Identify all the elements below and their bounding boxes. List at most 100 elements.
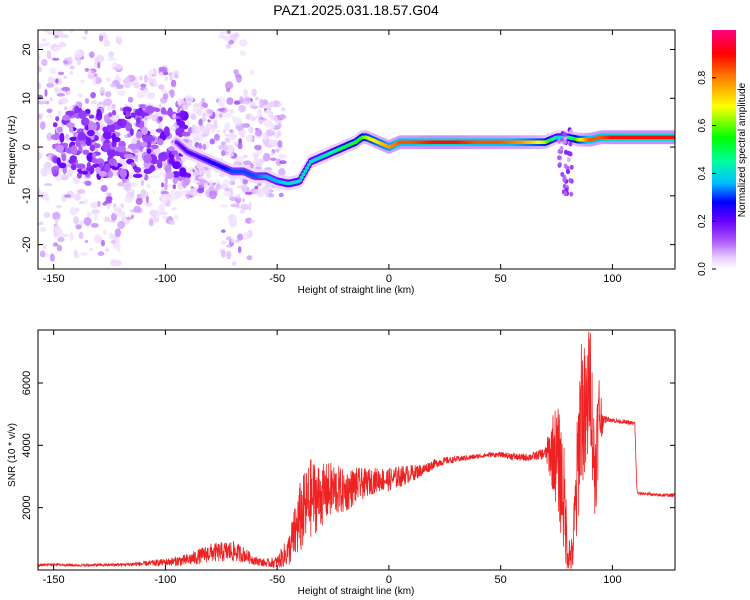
spectrogram-noise-blob [226,87,231,93]
spectrogram-cluster-blob [158,152,168,162]
spectrogram-noise-blob [274,100,281,105]
spectrogram-noise-blob [38,66,42,73]
spectrogram-smear [568,141,573,147]
spectrogram-noise-blob [277,153,287,160]
spectrogram-noise-blob [117,90,126,96]
spectrogram-noise-blob [230,134,238,139]
spectrogram-noise-blob [197,188,205,194]
spectrogram-noise-blob [143,120,148,129]
spectrogram-cluster-blob [107,149,117,158]
spectrogram-cluster-blob [91,157,98,164]
spectrogram-noise-blob [215,109,219,118]
spectrogram-cluster-blob [57,126,63,133]
spectrogram-cluster-blob [172,161,181,170]
spectrogram-noise-blob [199,106,205,110]
spectrogram-noise-blob [218,144,225,150]
spectrogram-noise-blob [127,96,134,103]
spectrogram-noise-blob [97,200,101,207]
y-tick-label: 4000 [21,433,33,457]
spectrogram-cluster-blob [168,158,175,164]
spectrogram-noise-blob [54,34,59,39]
spectrogram-noise-blob [64,194,72,198]
spectrogram-noise-blob [43,211,51,219]
spectrogram-noise-blob [44,100,50,105]
x-tick-label: -50 [269,273,285,285]
spectrogram-smear [557,138,561,144]
spectrogram-noise-blob [41,38,47,42]
spectrogram-noise-blob [83,198,89,205]
spectrogram-cluster-blob [143,154,152,164]
spectrogram-noise-blob [46,115,53,119]
spectrogram-noise-blob [113,242,121,251]
spectrogram-cluster-blob [179,167,187,178]
spectrogram-x-axis: -150 -100 -50 0 50 100 [43,30,622,285]
spectrogram-noise-blob [278,192,284,198]
spectrogram-noise-blob [140,83,147,88]
spectrogram-noise-blob [112,66,121,71]
spectrogram-noise-blob [185,94,194,104]
spectrogram-noise-blob [83,216,92,226]
spectrogram-cluster-blob [70,145,78,156]
spectrogram-noise-blob [198,164,205,174]
spectrogram-noise-blob [130,182,138,188]
spectrogram-noise-blob [111,212,117,221]
spectrogram-noise-blob [241,183,248,193]
spectrogram-cluster-blob [122,106,132,113]
spectrogram-cluster-blob [141,141,148,148]
x-tick-label: -100 [154,273,176,285]
spectrogram-noise-blob [265,129,273,137]
x-tick-label: 50 [495,574,507,586]
spectrogram-noise-blob [256,115,263,119]
spectrogram-cluster-blob [165,171,175,180]
y-tick-label: -20 [21,237,33,253]
spectrogram-noise-blob [57,71,65,76]
spectrogram-noise-blob [161,191,169,195]
spectrogram-cluster-blob [74,105,80,115]
spectrogram-noise-blob [279,160,287,165]
spectrogram-noise-blob [219,31,228,35]
spectrogram-smear [564,149,568,155]
spectrogram-smear [557,155,562,161]
spectrogram-cluster-blob [114,161,119,168]
spectrogram-cluster-blob [98,162,103,169]
spectrogram-cluster-blob [61,154,67,162]
spectrogram-noise-blob [255,128,262,137]
spectrogram-noise-blob [98,34,104,42]
spectrogram-noise-blob [38,53,41,61]
spectrogram-noise-blob [104,200,113,204]
spectrogram-noise-blob [259,98,264,108]
spectrogram-noise-blob [223,113,232,119]
spectrogram-noise-blob [243,154,248,159]
spectrogram-noise-blob [275,148,280,153]
spectrogram-noise-blob [238,138,243,145]
spectrogram-noise-blob [254,166,262,171]
spectrogram-noise-blob [160,195,169,204]
spectrogram-smear [569,191,574,197]
snr-frame [37,329,676,571]
spectrogram-noise-blob [57,110,62,116]
spectrogram-noise-blob [73,216,79,225]
spectrogram-noise-blob [196,181,205,185]
spectrogram-noise-blob [198,118,203,126]
spectrogram-noise-blob [239,209,246,214]
spectrogram-noise-blob [249,113,253,120]
spectrogram-noise-blob [241,129,247,134]
spectrogram-noise-blob [152,190,156,194]
spectrogram-noise-blob [59,97,69,105]
y-tick-label: -10 [21,188,33,204]
spectrogram-noise-blob [172,176,178,185]
spectrogram-frame [37,29,676,270]
spectrogram-noise-blob [115,35,119,44]
spectrogram-noise-blob [220,249,226,258]
spectrogram-noise-blob [223,190,232,197]
spectrogram-noise-blob [224,187,231,192]
spectrogram-noise-blob [46,193,50,203]
colorbar-tick-label: 0.2 [697,214,708,228]
spectrogram-noise-blob [49,97,53,101]
spectrogram-noise-blob [216,183,221,190]
spectrogram-noise-blob [75,224,82,230]
spectrogram-noise-blob [91,100,97,105]
spectrogram-cluster-blob [182,131,191,137]
spectrogram-noise-blob [84,30,88,35]
spectrogram-noise-blob [263,119,273,128]
